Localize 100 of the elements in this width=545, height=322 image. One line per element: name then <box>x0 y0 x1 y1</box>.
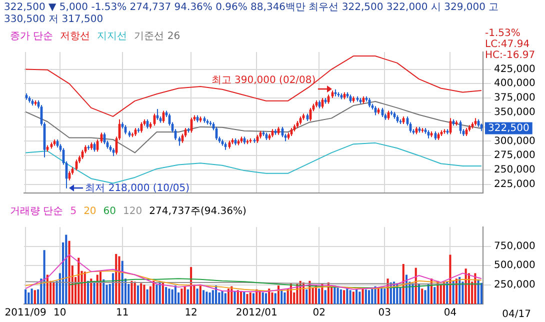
bar <box>246 294 248 304</box>
y-tick-label: 400,000 <box>494 78 536 90</box>
bar <box>146 289 148 304</box>
y-tick-label: 425,000 <box>494 64 536 75</box>
bar <box>349 290 352 304</box>
bar <box>258 290 261 304</box>
bar <box>208 292 211 304</box>
bar <box>277 286 280 304</box>
y-tick-label: 375,000 <box>494 92 536 104</box>
bar <box>46 274 48 304</box>
text: 04/17 <box>502 309 531 320</box>
bar <box>93 280 96 304</box>
bar <box>330 286 333 304</box>
bar <box>318 288 320 304</box>
bar <box>264 293 268 304</box>
y-tick-label: 350,000 <box>494 107 536 118</box>
bar <box>452 280 454 304</box>
bar <box>99 272 102 304</box>
bar <box>236 290 239 304</box>
bar <box>199 286 202 304</box>
bar <box>118 256 120 304</box>
text: 저항선 <box>60 31 90 42</box>
bar <box>184 286 186 304</box>
annotation: 최고 390,000 (02/08) <box>211 75 316 86</box>
y-tick-label: 300,000 <box>494 136 536 147</box>
bar <box>252 293 255 304</box>
bar <box>455 278 458 304</box>
bar <box>240 290 242 304</box>
text: 274,737주(94.36%) <box>149 206 246 217</box>
bar <box>377 288 380 304</box>
x-tick-label: 12 <box>184 308 198 319</box>
bar <box>427 284 430 304</box>
text: LC:47.94 <box>485 39 531 50</box>
bar <box>134 282 136 304</box>
bar <box>362 288 364 304</box>
bar <box>364 289 367 304</box>
x-tick-label: 11 <box>116 308 129 319</box>
bar <box>271 292 274 304</box>
bar <box>162 282 164 304</box>
bar <box>30 288 33 304</box>
bar <box>274 293 276 304</box>
bar <box>115 254 118 304</box>
bar <box>174 286 176 304</box>
bar <box>234 290 236 304</box>
annotation: 최저 218,000 (10/05) <box>85 182 190 194</box>
bar <box>480 282 482 304</box>
text: 120 <box>123 206 142 217</box>
bar <box>343 290 346 304</box>
bar <box>243 292 246 304</box>
bar <box>24 289 27 304</box>
bar <box>28 292 30 304</box>
bar <box>68 240 70 304</box>
bar <box>224 293 226 304</box>
bar <box>52 282 55 304</box>
bar <box>399 287 402 304</box>
bar <box>440 284 442 304</box>
bar <box>34 290 36 304</box>
y-tick-label: 250,000 <box>494 279 536 290</box>
bar <box>280 290 283 304</box>
x-tick-label: 2012/01 <box>236 308 278 319</box>
bar <box>143 284 146 304</box>
legend-title: 종가 단순 <box>10 31 54 42</box>
bar <box>284 292 286 304</box>
text: 322,500 <box>488 122 530 134</box>
y-tick-label: 275,000 <box>494 150 536 162</box>
bar <box>268 288 270 304</box>
bar <box>171 289 174 304</box>
x-tick-label: 10 <box>54 308 66 319</box>
text: 5 <box>70 206 77 217</box>
bar <box>356 289 358 304</box>
bar <box>196 288 198 304</box>
text: 기준선 26 <box>134 31 180 42</box>
text: HC:-16.97 <box>485 50 536 61</box>
bar <box>336 288 339 304</box>
bar <box>65 234 68 304</box>
bar <box>446 282 448 304</box>
legend-title: 거래량 단순 <box>10 206 64 217</box>
bar <box>434 287 436 304</box>
text: 60 <box>103 206 116 217</box>
bar <box>206 292 208 304</box>
bar <box>102 279 105 304</box>
y-tick-label: 225,000 <box>494 178 536 190</box>
bar <box>228 288 230 304</box>
bar <box>202 290 205 304</box>
bar <box>458 277 461 304</box>
bar <box>324 290 326 304</box>
bar <box>442 282 445 304</box>
bar <box>306 289 308 304</box>
bar <box>418 284 420 304</box>
bar <box>86 280 90 304</box>
bar <box>90 278 92 304</box>
text: -1.53% <box>485 28 522 39</box>
bar <box>262 292 264 304</box>
x-tick-label: 03 <box>378 308 392 319</box>
bar <box>412 283 414 304</box>
bar <box>130 280 133 304</box>
y-tick-label: 250,000 <box>494 164 536 176</box>
bar <box>168 288 170 304</box>
bar <box>221 290 224 304</box>
y-tick-label: 750,000 <box>494 240 536 252</box>
